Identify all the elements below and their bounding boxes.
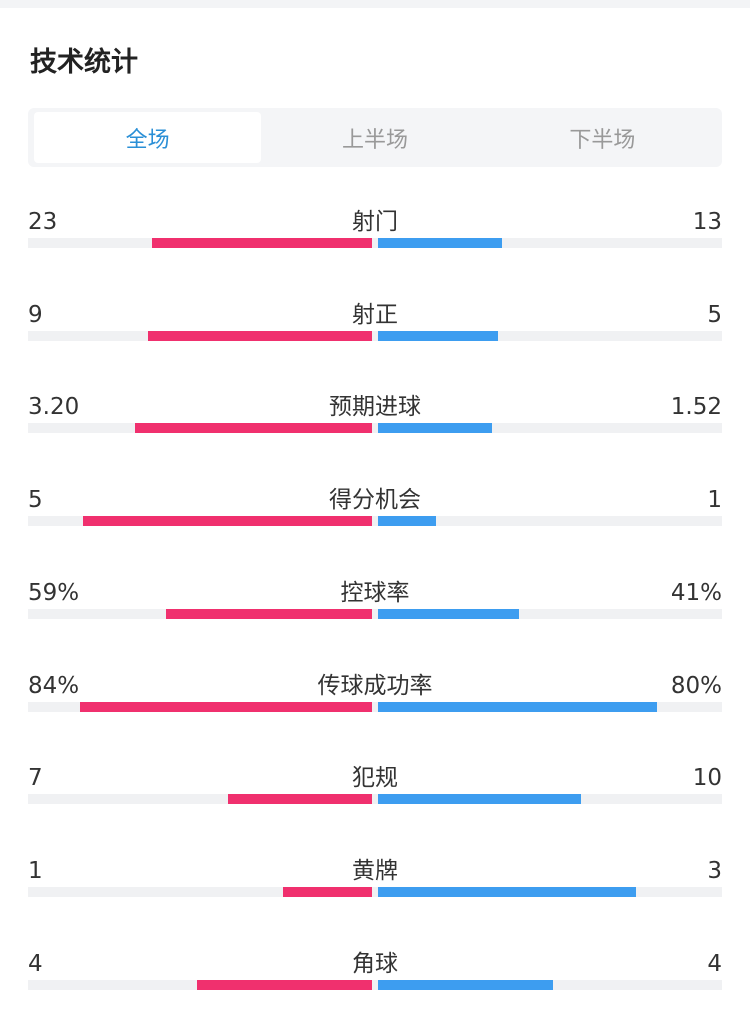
home-value: 4 xyxy=(28,950,43,977)
top-strip xyxy=(0,0,750,8)
away-bar xyxy=(378,608,520,619)
bar-track xyxy=(28,516,722,527)
away-value: 1.52 xyxy=(670,394,722,421)
tab[interactable]: 下半场 xyxy=(569,127,636,153)
home-bar xyxy=(134,423,372,434)
away-value: 1 xyxy=(707,487,722,514)
section-title: 技术统计 xyxy=(30,47,138,78)
stat-row: 4 角球 4 xyxy=(28,950,722,1010)
home-bar xyxy=(165,608,372,619)
home-value: 9 xyxy=(28,301,43,328)
stat-row: 59% 控球率 41% xyxy=(28,579,722,639)
home-bar xyxy=(79,701,372,712)
stat-row: 5 得分机会 1 xyxy=(28,486,722,546)
home-bar xyxy=(196,979,372,990)
home-value: 3.20 xyxy=(28,394,80,421)
stat-row: 3.20 预期进球 1.52 xyxy=(28,393,722,453)
home-value: 5 xyxy=(28,487,43,514)
home-bar xyxy=(282,886,372,897)
bar-track xyxy=(28,701,722,712)
away-bar xyxy=(378,701,657,712)
home-bar xyxy=(83,516,372,527)
away-value: 41% xyxy=(670,579,722,606)
away-bar xyxy=(378,886,636,897)
away-value: 80% xyxy=(670,672,722,699)
home-value: 1 xyxy=(28,857,43,884)
home-bar xyxy=(148,330,372,341)
home-bar xyxy=(227,794,372,805)
bar-track xyxy=(28,423,722,434)
away-value: 4 xyxy=(707,950,722,977)
stat-row: 84% 传球成功率 80% xyxy=(28,672,722,732)
stat-row: 9 射正 5 xyxy=(28,301,722,361)
home-bar xyxy=(151,238,372,248)
away-value: 3 xyxy=(707,857,722,884)
stat-label: 预期进球 xyxy=(329,394,421,421)
stat-label: 黄牌 xyxy=(352,857,398,884)
tab[interactable]: 全场 xyxy=(34,112,262,163)
stat-label: 角球 xyxy=(352,950,398,977)
bar-track xyxy=(28,238,722,248)
away-value: 5 xyxy=(707,301,722,328)
home-value: 84% xyxy=(28,672,80,699)
stat-row: 1 黄牌 3 xyxy=(28,857,722,917)
stat-label: 射门 xyxy=(352,209,398,235)
stat-row: 23 射门 13 xyxy=(28,208,722,268)
away-bar xyxy=(378,330,499,341)
stat-label: 传球成功率 xyxy=(317,672,433,699)
stat-label: 射正 xyxy=(352,301,398,328)
bar-track xyxy=(28,330,722,341)
tab-bar: 全场 上半场 下半场 xyxy=(28,108,722,167)
stat-label: 犯规 xyxy=(352,765,398,792)
home-value: 7 xyxy=(28,765,43,792)
bar-track xyxy=(28,886,722,897)
away-bar xyxy=(378,979,554,990)
stat-label: 得分机会 xyxy=(329,487,421,514)
away-bar xyxy=(378,423,492,434)
bar-track xyxy=(28,608,722,619)
away-bar xyxy=(378,238,502,248)
away-value: 13 xyxy=(692,209,722,235)
away-bar xyxy=(378,794,581,805)
bar-track xyxy=(28,979,722,990)
home-value: 23 xyxy=(28,209,58,235)
stat-row: 7 犯规 10 xyxy=(28,764,722,824)
away-bar xyxy=(378,516,437,527)
away-value: 10 xyxy=(692,765,722,792)
home-value: 59% xyxy=(28,579,80,606)
tab[interactable]: 上半场 xyxy=(341,127,408,153)
stat-label: 控球率 xyxy=(340,579,410,606)
bar-track xyxy=(28,794,722,805)
